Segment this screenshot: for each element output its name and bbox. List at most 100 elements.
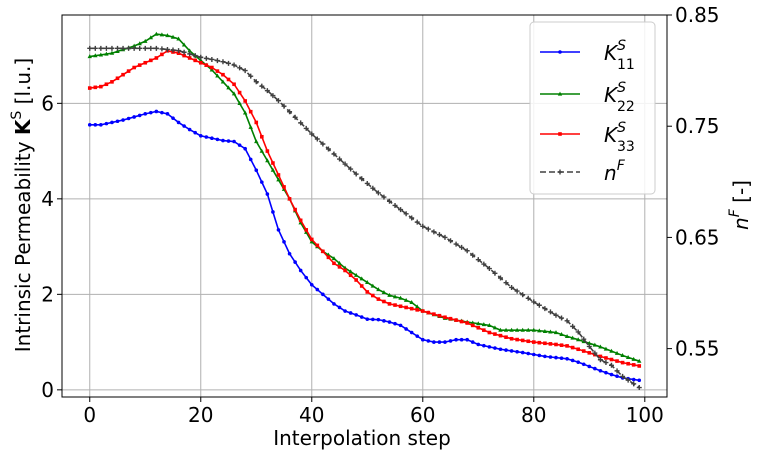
data-point [420,309,425,313]
data-point [87,86,92,90]
y-left-label-pre: Intrinsic Permeability [11,135,35,352]
data-point [558,132,562,136]
data-point [331,151,337,157]
data-point [104,51,109,56]
data-point [609,372,614,377]
data-point [581,362,586,367]
data-point [264,88,270,94]
data-point [260,180,264,184]
y-axis-left-label: Intrinsic Permeability KS [l.u.] [9,58,35,352]
data-point [426,310,431,315]
data-point [293,207,297,212]
data-point [598,344,603,349]
data-point [165,112,170,116]
data-point [287,109,293,115]
data-point [109,45,115,51]
data-point [148,45,154,51]
data-point [243,99,247,103]
data-point [149,58,153,63]
data-point [504,335,508,339]
data-point [298,268,303,273]
data-point [604,370,608,375]
data-point [164,46,170,52]
legend-label: KS 33 [604,120,635,155]
data-point [242,68,248,74]
data-point [365,290,370,294]
data-point [159,32,165,37]
data-point [337,156,343,162]
data-point [509,284,515,290]
data-point [409,306,414,311]
data-point [620,353,625,358]
data-point [493,332,497,336]
data-point [443,340,447,344]
data-point [248,109,253,114]
data-point [604,356,608,360]
data-point [104,121,109,126]
data-point [520,350,525,355]
data-point [353,272,359,277]
data-point [371,317,375,322]
x-tick-label: 20 [188,403,213,427]
data-point [531,299,537,305]
series-line [89,110,640,382]
data-point [448,238,454,244]
data-point [182,124,186,128]
y-left-label-post: [l.u.] [11,58,35,111]
y-right-label-sup: F [727,208,743,217]
data-point [254,139,259,144]
data-point [304,228,309,232]
data-point [615,359,619,363]
data-point [309,282,314,287]
data-point [531,327,536,332]
data-point [332,261,336,266]
data-point [553,312,559,318]
data-point [326,255,331,260]
data-point [597,357,603,363]
data-point [414,219,420,225]
data-point [98,52,104,57]
data-point [253,79,259,85]
data-point [375,190,381,196]
data-point [615,374,619,379]
legend-label: KS 22 [604,80,635,115]
data-point [331,256,337,261]
data-point [348,269,353,274]
data-point [110,80,114,84]
data-point [93,53,98,58]
data-point [170,34,176,39]
data-point [475,257,481,263]
data-point [126,116,131,121]
data-point [393,321,397,326]
data-point [393,303,397,307]
data-point [425,226,431,232]
data-point [243,146,247,151]
data-point [215,137,220,142]
data-point [298,218,303,223]
data-point [242,110,248,115]
data-point [104,82,109,87]
data-point [592,350,598,356]
data-point [126,45,132,51]
data-point [376,317,381,322]
data-point [554,355,558,360]
data-point [620,360,625,365]
data-point [470,323,475,328]
data-point [454,318,458,322]
plot-series [87,31,642,391]
data-point [542,328,548,333]
y-left-label-sup: S [9,111,25,120]
plot-frame [61,14,668,398]
data-point [526,327,531,332]
data-point [326,297,331,301]
data-point [237,143,242,147]
data-point [543,354,547,359]
y-axis-right-label: nF [-] [727,180,753,230]
data-point [503,280,509,286]
series-n [87,45,642,391]
data-point [404,327,408,331]
data-point [370,185,376,191]
data-point [559,343,564,347]
data-point [187,127,192,132]
